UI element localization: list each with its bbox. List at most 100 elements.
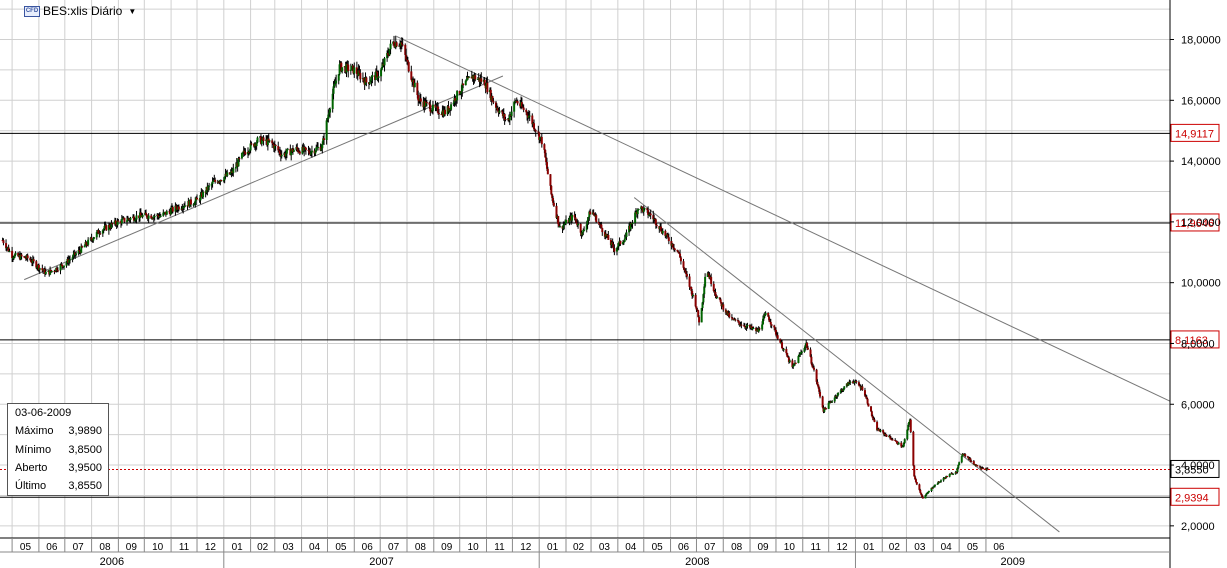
candle-body — [26, 255, 29, 259]
candle-body — [406, 59, 409, 63]
trend-line — [396, 36, 1171, 402]
candle-body — [494, 102, 497, 108]
month-label: 06 — [993, 542, 1005, 553]
candle-body — [262, 137, 265, 141]
candle-body — [767, 313, 770, 317]
candle-body — [707, 273, 710, 275]
candle-body — [817, 384, 820, 388]
candle-body — [708, 274, 711, 279]
candle-body — [624, 236, 627, 239]
candle-body — [755, 327, 758, 332]
candle-body — [461, 83, 464, 92]
candle-body — [120, 219, 123, 224]
candle-body — [375, 71, 378, 73]
candle-body — [825, 408, 828, 410]
candle-body — [775, 334, 778, 336]
candle-body — [601, 228, 604, 233]
candle-body — [806, 347, 809, 350]
candle-body — [399, 45, 402, 47]
candle-body — [72, 254, 75, 258]
candle-body — [97, 230, 100, 234]
info-label: Aberto — [15, 462, 48, 474]
candle-body — [371, 75, 374, 78]
month-label: 05 — [20, 542, 32, 553]
last-price-label: 3,8550 — [1175, 464, 1209, 476]
candle-body — [56, 270, 59, 272]
y-tick-label: 6,0000 — [1181, 399, 1215, 411]
candle-body — [600, 224, 603, 229]
price-level-label: 2,9394 — [1175, 492, 1209, 504]
candle-body — [12, 257, 15, 259]
candle-body — [68, 259, 71, 263]
candle-body — [95, 232, 98, 238]
candle-body — [455, 100, 458, 102]
candle-body — [615, 247, 618, 252]
grid — [0, 0, 1170, 538]
candle-body — [703, 286, 706, 295]
candle-body — [773, 325, 776, 328]
candle-body — [706, 273, 709, 277]
chevron-down-icon[interactable]: ▼ — [128, 6, 137, 16]
candle-body — [714, 292, 717, 296]
y-tick-label: 18,0000 — [1181, 35, 1221, 47]
candle-body — [368, 82, 371, 84]
candle-body — [133, 220, 136, 222]
candle-body — [799, 353, 802, 355]
candle-body — [331, 93, 334, 110]
candle-body — [855, 381, 858, 383]
candle-body — [736, 320, 739, 322]
candle-body — [552, 202, 555, 206]
candle-body — [661, 230, 664, 234]
info-value: 3,8500 — [68, 444, 102, 456]
info-date: 03-06-2009 — [15, 407, 72, 419]
candle-body — [418, 100, 421, 102]
candle-body — [937, 481, 940, 484]
candle-body — [812, 366, 815, 368]
candle-body — [865, 396, 868, 399]
candle-body — [492, 101, 495, 103]
candle-body — [877, 428, 880, 431]
candle-body — [575, 219, 578, 223]
candle-body — [982, 468, 985, 470]
candle-body — [552, 197, 555, 203]
candle-body — [49, 269, 52, 272]
candle-body — [510, 111, 513, 117]
candle-body — [210, 183, 213, 186]
candle-body — [516, 101, 519, 104]
candle-body — [679, 253, 682, 258]
candle-body — [521, 106, 524, 108]
candle-body — [740, 324, 743, 326]
candle-body — [679, 257, 682, 262]
candle-body — [307, 149, 310, 151]
candle-body — [285, 149, 288, 154]
plot-background — [0, 0, 1170, 538]
candle-body — [798, 354, 801, 357]
candle-body — [884, 434, 887, 436]
candle-body — [123, 217, 126, 222]
candle-body — [752, 327, 755, 329]
candle-body — [355, 67, 358, 74]
candle-body — [967, 457, 970, 460]
candle-body — [20, 254, 23, 257]
candle-body — [646, 208, 649, 210]
candle-body — [698, 316, 701, 323]
candle-body — [551, 194, 554, 198]
candle-body — [879, 430, 882, 432]
candle-body — [528, 115, 531, 117]
candle-body — [428, 102, 431, 105]
candle-body — [815, 369, 818, 382]
candle-body — [649, 213, 652, 216]
candle-body — [525, 109, 528, 113]
candle-body — [290, 151, 293, 156]
candle-body — [256, 137, 259, 143]
candle-body — [77, 250, 80, 254]
candle-body — [623, 238, 626, 242]
candle-body — [183, 205, 186, 207]
candle-body — [597, 221, 600, 224]
symbol-header[interactable]: CFD BES:xlis Diário ▼ — [24, 3, 136, 19]
candle-body — [533, 123, 536, 130]
candle-body — [504, 119, 507, 121]
candle-body — [126, 220, 129, 222]
candle-body — [964, 454, 967, 457]
